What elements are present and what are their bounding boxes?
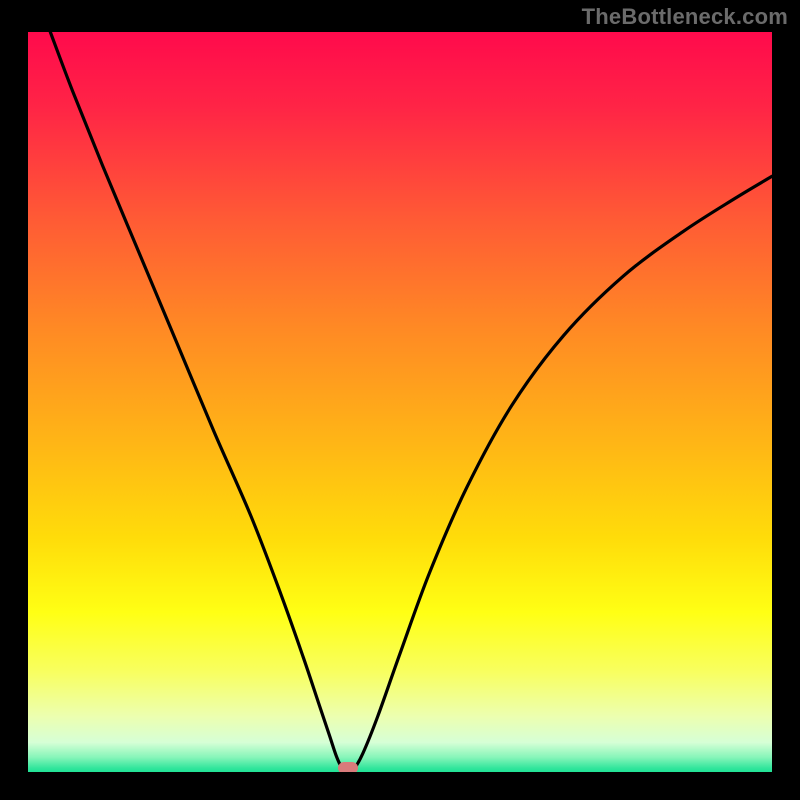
bottleneck-curve [28, 32, 772, 772]
curve-path [50, 32, 772, 772]
optimal-marker [338, 762, 358, 772]
chart-container: TheBottleneck.com [0, 0, 800, 800]
watermark-text: TheBottleneck.com [582, 4, 788, 30]
plot-area [28, 32, 772, 772]
